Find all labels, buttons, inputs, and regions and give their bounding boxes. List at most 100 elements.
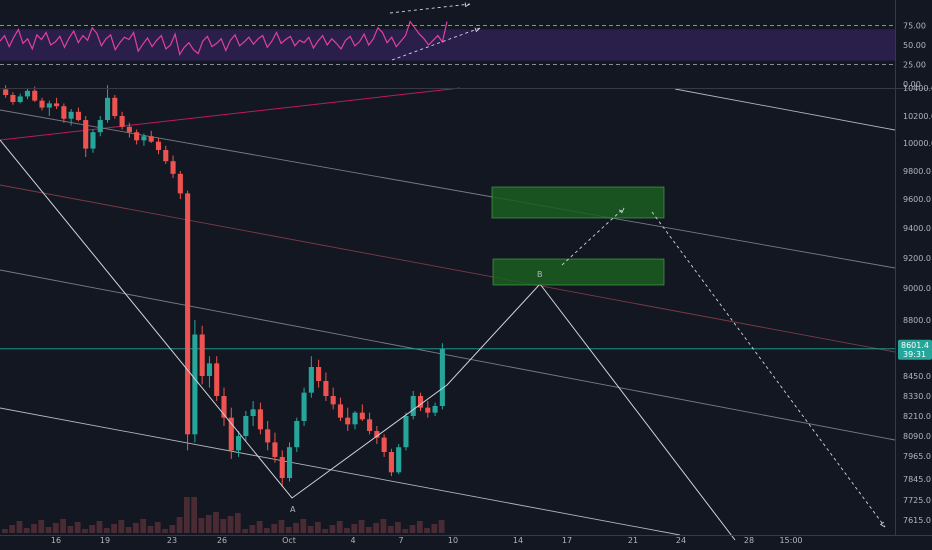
rsi-line (0, 20, 448, 56)
candle-body (221, 396, 227, 418)
arrow-to-target-head (618, 207, 625, 214)
volume-bar (162, 529, 168, 533)
volume-bar (314, 522, 321, 533)
price-tick-label: 9800.0 (903, 167, 931, 176)
volume-bar (103, 528, 110, 533)
candle-body (367, 419, 373, 431)
volume-bar (409, 525, 416, 533)
price-tick-label: 8800.0 (903, 316, 931, 325)
channel-line-bottom[interactable] (0, 407, 681, 536)
volume-bar (220, 519, 227, 533)
candle-body (236, 436, 242, 451)
candle-body (265, 429, 271, 443)
volume-bar (424, 528, 430, 533)
candle-body (308, 367, 314, 393)
candle-body (170, 161, 176, 174)
candle-body (148, 136, 154, 142)
time-tick-label: 28 (744, 536, 754, 545)
price-tick-label: 10400.0 (903, 84, 932, 93)
volume-bar (2, 529, 8, 533)
volume-bar (227, 516, 234, 533)
rsi-tick-label: 75.00 (903, 22, 926, 31)
wave-label-b: B (537, 270, 543, 279)
time-tick-label: 10 (448, 536, 458, 545)
price-tick-label: 8090.0 (903, 432, 931, 441)
target-box-upper[interactable] (491, 186, 665, 219)
volume-bar (336, 521, 343, 533)
volume-bar (183, 497, 190, 533)
candle-body (112, 97, 118, 116)
candle-body (388, 452, 394, 473)
time-tick-label: 14 (513, 536, 523, 545)
candle-body (46, 103, 52, 108)
volume-bar (96, 521, 103, 533)
price-tick-label: 9000.0 (903, 284, 931, 293)
candle-body (403, 416, 409, 448)
channel-line-mid[interactable] (0, 184, 896, 353)
volume-bar (395, 522, 401, 533)
volume-bar (38, 520, 45, 533)
volume-bar (118, 520, 125, 533)
time-tick-label: 15:00 (779, 536, 802, 545)
candle-body (163, 150, 169, 162)
volume-bar (344, 528, 350, 533)
candle-body (206, 363, 212, 376)
time-tick-label: 7 (398, 536, 403, 545)
volume-bar (234, 513, 241, 533)
candle-body (126, 126, 132, 133)
time-tick-label: 17 (562, 536, 572, 545)
price-tick-label: 7965.0 (903, 452, 931, 461)
candle-body (396, 447, 402, 473)
candle-body (294, 421, 300, 448)
time-tick-label: 23 (167, 536, 177, 545)
volume-bar (322, 529, 329, 533)
volume-bar (147, 526, 154, 533)
volume-bar (67, 526, 74, 533)
volume-bar (329, 525, 336, 533)
candle-body (97, 120, 103, 133)
candle-body (316, 367, 322, 381)
rsi-band (0, 29, 895, 61)
time-tick-label: 16 (51, 536, 61, 545)
candle-body (75, 111, 81, 121)
projection-zigzag[interactable] (0, 139, 736, 541)
volume-bar (125, 527, 132, 533)
candle-body (199, 334, 205, 376)
candle-body (10, 95, 16, 102)
channel-line-top[interactable] (674, 88, 896, 131)
rsi-upper-arrow-head (464, 2, 471, 8)
time-tick-label: Oct (282, 536, 296, 545)
target-box-lower[interactable] (492, 258, 665, 286)
rsi-upper-arrow[interactable] (389, 3, 471, 14)
volume-bar (300, 519, 307, 533)
arrow-to-target[interactable] (561, 207, 625, 266)
volume-bar (416, 521, 423, 533)
candle-body (359, 412, 365, 420)
candle-body (17, 96, 23, 102)
arrow-down-projection[interactable] (651, 211, 886, 528)
price-pane (0, 85, 896, 536)
candle-body (439, 349, 445, 406)
candle-body (104, 97, 111, 121)
channel-line-lower[interactable] (0, 269, 896, 441)
candle-body (141, 136, 147, 141)
volume-bar (23, 528, 30, 533)
drawing-layer[interactable]: AB (0, 2, 886, 541)
rsi-tick-label: 25.00 (903, 61, 926, 70)
candle-body (177, 173, 183, 194)
candle-body (374, 431, 380, 438)
rsi-lower-arrow[interactable] (391, 27, 481, 61)
candle-body (381, 437, 387, 452)
volume-bar (45, 527, 52, 533)
candle-body (272, 442, 278, 457)
time-tick-label: 21 (628, 536, 638, 545)
volume-bar (431, 524, 438, 533)
candle-body (432, 406, 438, 413)
rsi-pane (0, 20, 895, 65)
red-trendline[interactable] (0, 87, 461, 141)
candle-body (192, 334, 198, 435)
candle-body (352, 412, 358, 425)
candle-body (24, 90, 31, 97)
